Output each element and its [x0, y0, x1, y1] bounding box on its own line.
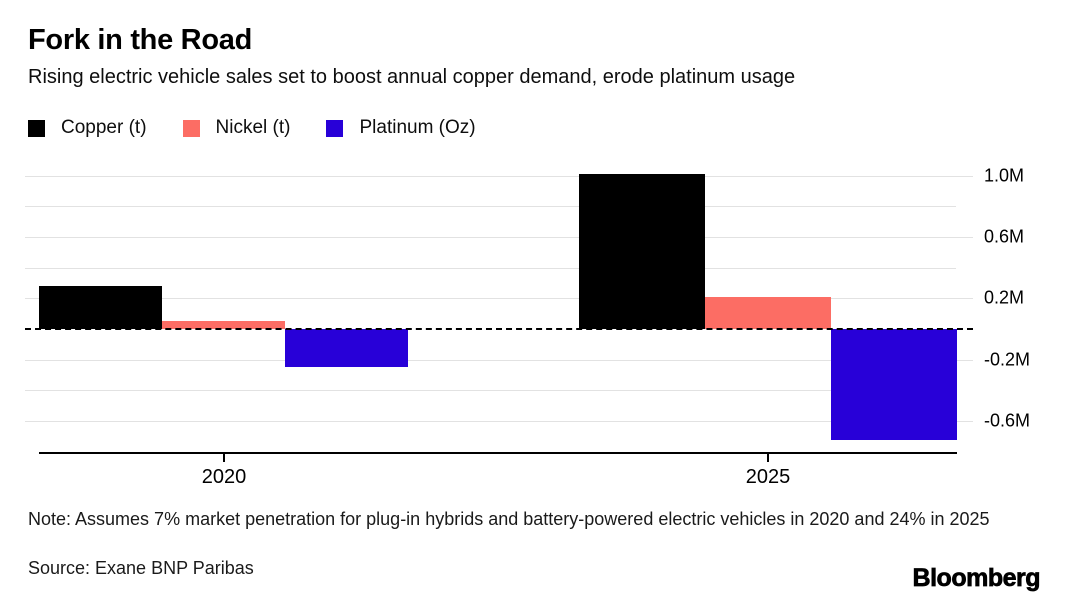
legend-item-platinum-oz: Platinum (Oz) — [326, 117, 476, 139]
x-axis-line — [39, 452, 957, 454]
chart-source: Source: Exane BNP Paribas — [28, 558, 254, 578]
x-axis-label: 2020 — [201, 466, 247, 488]
zero-baseline — [25, 328, 973, 330]
gridline — [25, 360, 973, 361]
gridline — [25, 206, 956, 207]
legend-item-copper-t: Copper (t) — [28, 117, 147, 139]
legend-label: Nickel (t) — [215, 117, 291, 138]
legend-label: Platinum (Oz) — [359, 117, 476, 138]
bloomberg-logo: Bloomberg — [912, 564, 1041, 593]
chart-subtitle: Rising electric vehicle sales set to boo… — [28, 66, 796, 88]
gridline — [25, 390, 956, 391]
page-title: Fork in the Road — [28, 24, 252, 56]
legend-swatch-copper-t — [28, 119, 45, 137]
bar-nickel-2020 — [162, 321, 285, 329]
legend-swatch-nickel-t — [182, 119, 200, 137]
gridline — [25, 268, 956, 269]
y-axis-label: 0.6M — [984, 226, 1025, 247]
bar-platinum-2020 — [285, 329, 408, 367]
bar-copper-2020 — [39, 286, 162, 329]
gridline — [25, 176, 973, 177]
bar-platinum-2025 — [831, 329, 957, 440]
legend-swatch-platinum-oz — [326, 119, 344, 137]
bar-copper-2025 — [579, 174, 705, 329]
x-axis-tick — [223, 454, 225, 462]
gridline — [25, 298, 973, 299]
gridline — [25, 237, 973, 238]
x-axis-tick — [767, 454, 769, 462]
gridline — [25, 421, 973, 422]
legend-item-nickel-t: Nickel (t) — [182, 117, 291, 139]
legend-label: Copper (t) — [61, 117, 147, 138]
x-axis-label: 2025 — [745, 466, 791, 488]
bar-nickel-2025 — [705, 297, 831, 329]
y-axis-label: -0.2M — [984, 349, 1031, 370]
y-axis-label: 1.0M — [984, 165, 1025, 186]
y-axis-label: 0.2M — [984, 287, 1025, 308]
chart-note: Note: Assumes 7% market penetration for … — [28, 509, 990, 529]
chart-legend: Copper (t) Nickel (t) Platinum (Oz) — [28, 117, 476, 139]
y-axis-label: -0.6M — [984, 410, 1031, 431]
